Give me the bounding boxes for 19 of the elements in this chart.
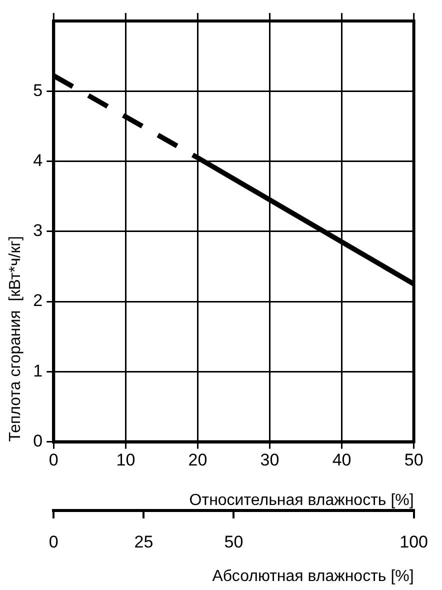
x2-tick-label: 0	[48, 532, 58, 552]
y-tick-label: 2	[33, 291, 43, 310]
x-tick-label: 40	[332, 450, 352, 470]
x2-tick-label: 50	[224, 532, 244, 552]
x2-axis-title: Абсолютная влажность [%]	[212, 568, 414, 585]
y-tick-label: 4	[33, 150, 43, 170]
y-axis-title: Теплота сгорания [кВт*ч/кг]	[7, 236, 24, 442]
x2-tick-label: 100	[400, 532, 428, 552]
x-tick-label: 50	[404, 450, 424, 470]
y-tick-label: 3	[33, 221, 43, 240]
x2-tick-label: 25	[134, 532, 154, 552]
y-tick-label: 0	[33, 431, 43, 450]
x-tick-label: 10	[116, 450, 136, 470]
y-tick-label: 5	[33, 80, 43, 100]
x-tick-label: 20	[188, 450, 208, 470]
y-tick-label: 1	[33, 361, 43, 380]
x-axis-title: Относительная влажность [%]	[189, 492, 414, 510]
x-tick-label: 30	[260, 450, 280, 470]
x-tick-label: 0	[48, 450, 58, 470]
